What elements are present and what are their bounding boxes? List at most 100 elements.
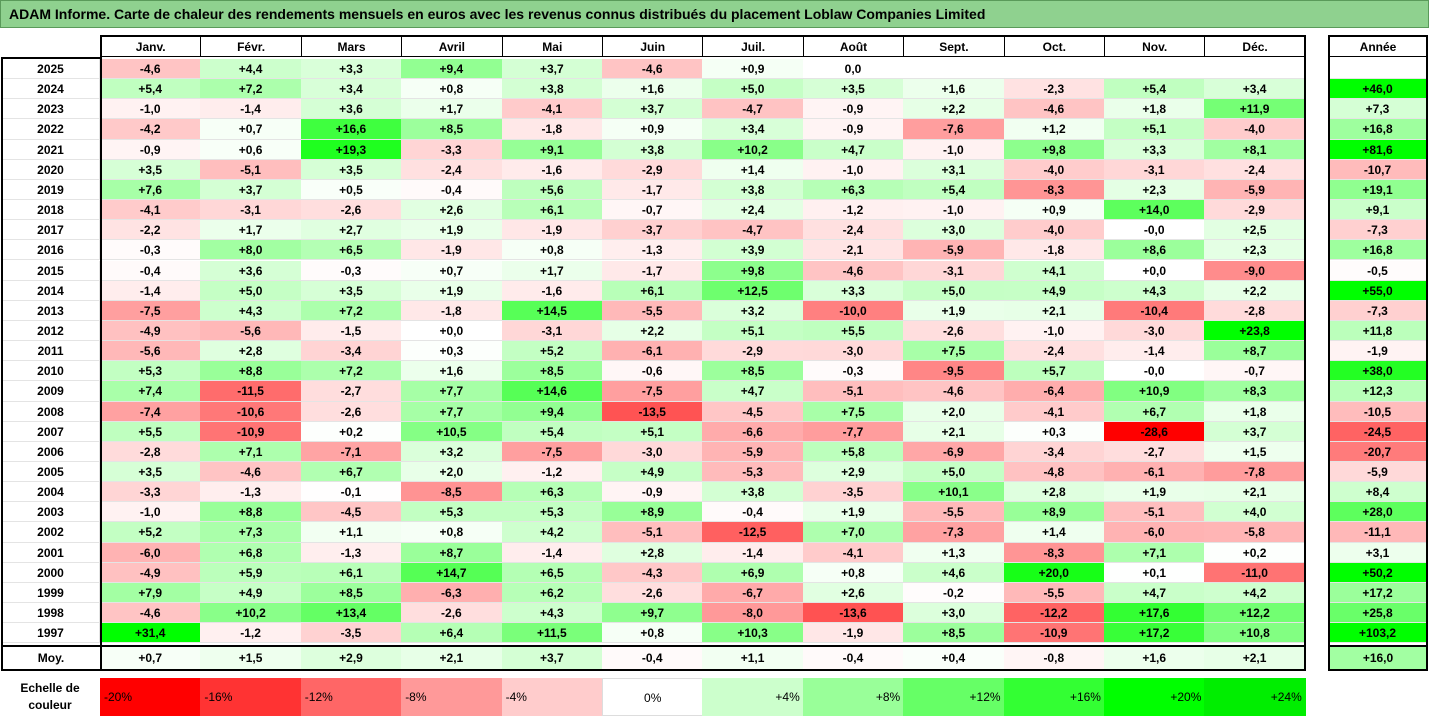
year-label: 2003 (2, 502, 100, 523)
average-cell: -0,4 (602, 645, 704, 671)
heatmap-cell: -3,3 (100, 482, 202, 503)
color-scale-step: +24% (1204, 678, 1306, 716)
heatmap-cell: -1,4 (1104, 341, 1206, 362)
heatmap-cell: +5,4 (1104, 79, 1206, 100)
column-header-4: Avril (401, 35, 503, 57)
heatmap-cell: -28,6 (1104, 421, 1206, 442)
annual-cell: +55,0 (1328, 280, 1428, 301)
heatmap-cell: -1,2 (501, 462, 603, 483)
heatmap-cell: +0,9 (1003, 200, 1105, 221)
heatmap-cell: -8,5 (401, 482, 503, 503)
annual-cell: +8,4 (1328, 482, 1428, 503)
heatmap-cell: +5,1 (702, 320, 804, 342)
heatmap-cell: -5,5 (1003, 582, 1105, 604)
heatmap-cell: +8,6 (1104, 240, 1206, 261)
heatmap-cell: -3,1 (1104, 159, 1206, 180)
heatmap-cell: -4,5 (300, 502, 403, 523)
year-label: 2006 (2, 441, 100, 462)
heatmap-cell: +2,0 (903, 401, 1005, 422)
heatmap-cell: -1,0 (802, 159, 905, 180)
heatmap-cell: -4,1 (501, 99, 603, 120)
heatmap-cell: -8,0 (702, 603, 804, 624)
heatmap-cell: -5,6 (200, 320, 302, 342)
heatmap-cell: +4,1 (1003, 260, 1105, 281)
color-scale-step: +16% (1003, 678, 1105, 716)
annual-cell: -7,3 (1328, 220, 1428, 241)
annual-cell: +3,1 (1328, 542, 1428, 563)
heatmap-cell: +5,4 (100, 79, 202, 100)
heatmap-cell: -2,2 (100, 220, 202, 241)
heatmap-cell: +6,9 (702, 562, 804, 583)
heatmap-cell: -1,0 (100, 99, 202, 120)
heatmap-cell: +0,0 (1104, 260, 1206, 281)
heatmap-cell: -2,4 (401, 159, 503, 180)
year-label: 2002 (2, 522, 100, 543)
heatmap-cell: +8,7 (1204, 341, 1306, 362)
heatmap-cell: +4,4 (200, 59, 302, 80)
heatmap-cell: +2,8 (602, 542, 704, 563)
heatmap-cell: +13,4 (300, 603, 403, 624)
heatmap-cell: +2,1 (1204, 482, 1306, 503)
heatmap-cell: -0,0 (1104, 361, 1206, 382)
annual-cell: -20,7 (1328, 441, 1428, 462)
heatmap-cell: -11,5 (200, 381, 302, 402)
year-label: 2024 (2, 79, 100, 100)
heatmap-cell: -7,6 (903, 119, 1005, 140)
heatmap-cell: -2,1 (802, 240, 905, 261)
heatmap-cell: -2,9 (602, 159, 704, 180)
heatmap-cell: +0,3 (401, 341, 503, 362)
heatmap-cell: -7,7 (802, 421, 905, 442)
heatmap-cell: +7,0 (802, 522, 905, 543)
heatmap-cell: -2,6 (401, 603, 503, 624)
heatmap-cell: -10,9 (200, 421, 302, 442)
heatmap-cell: -5,9 (903, 240, 1005, 261)
heatmap-cell: -6,9 (903, 441, 1005, 462)
heatmap-cell: -0,4 (401, 179, 503, 201)
average-annual-cell: +16,0 (1328, 645, 1428, 671)
heatmap-cell: +3,3 (300, 59, 403, 80)
annual-cell: +16,8 (1328, 240, 1428, 261)
heatmap-cell: -10,6 (200, 401, 302, 422)
heatmap-cell: +5,0 (200, 280, 302, 301)
heatmap-cell: +6,5 (501, 562, 603, 583)
heatmap-cell: +0,2 (1204, 542, 1306, 563)
heatmap-cell: +3,1 (903, 159, 1005, 180)
heatmap-cell: +1,2 (1003, 119, 1105, 140)
heatmap-cell: +6,8 (200, 542, 302, 563)
column-header-1: Janv. (100, 35, 202, 57)
heatmap-cell: +8,5 (702, 361, 804, 382)
heatmap-cell: -1,8 (501, 119, 603, 140)
heatmap-cell: +31,4 (100, 623, 202, 644)
heatmap-cell: +6,7 (300, 462, 403, 483)
heatmap-cell: -1,0 (100, 502, 202, 523)
heatmap-cell: +2,2 (602, 320, 704, 342)
heatmap-cell: +12,5 (702, 280, 804, 301)
heatmap-cell: -1,3 (300, 542, 403, 563)
year-label: 2020 (2, 159, 100, 180)
heatmap-cell: +0,8 (501, 240, 603, 261)
heatmap-cell: -12,2 (1003, 603, 1105, 624)
heatmap-cell: +7,7 (401, 381, 503, 402)
year-label: 2021 (2, 139, 100, 160)
heatmap-cell: -7,8 (1204, 462, 1306, 483)
annual-cell: -10,5 (1328, 401, 1428, 422)
heatmap-cell: +8,5 (501, 361, 603, 382)
heatmap-cell: +1,4 (702, 159, 804, 180)
column-header-5: Mai (501, 35, 603, 57)
heatmap-cell: -5,1 (802, 381, 905, 402)
heatmap-cell: -6,0 (100, 542, 202, 563)
heatmap-cell: +3,3 (802, 280, 905, 301)
heatmap-cell: +3,9 (702, 240, 804, 261)
heatmap-cell: +4,7 (802, 139, 905, 160)
heatmap-cell: +3,3 (1104, 139, 1206, 160)
heatmap-cell: +1,7 (200, 220, 302, 241)
heatmap-cell: +2,2 (1204, 280, 1306, 301)
annual-cell: -0,5 (1328, 260, 1428, 281)
heatmap-cell: -1,7 (602, 179, 704, 201)
average-cell: +1,1 (702, 645, 804, 671)
color-scale-step: +8% (802, 678, 905, 716)
heatmap-cell: -4,0 (1204, 119, 1306, 140)
heatmap-cell: -2,6 (300, 401, 403, 422)
column-header-11: Nov. (1104, 35, 1206, 57)
heatmap-cell: -3,5 (802, 482, 905, 503)
